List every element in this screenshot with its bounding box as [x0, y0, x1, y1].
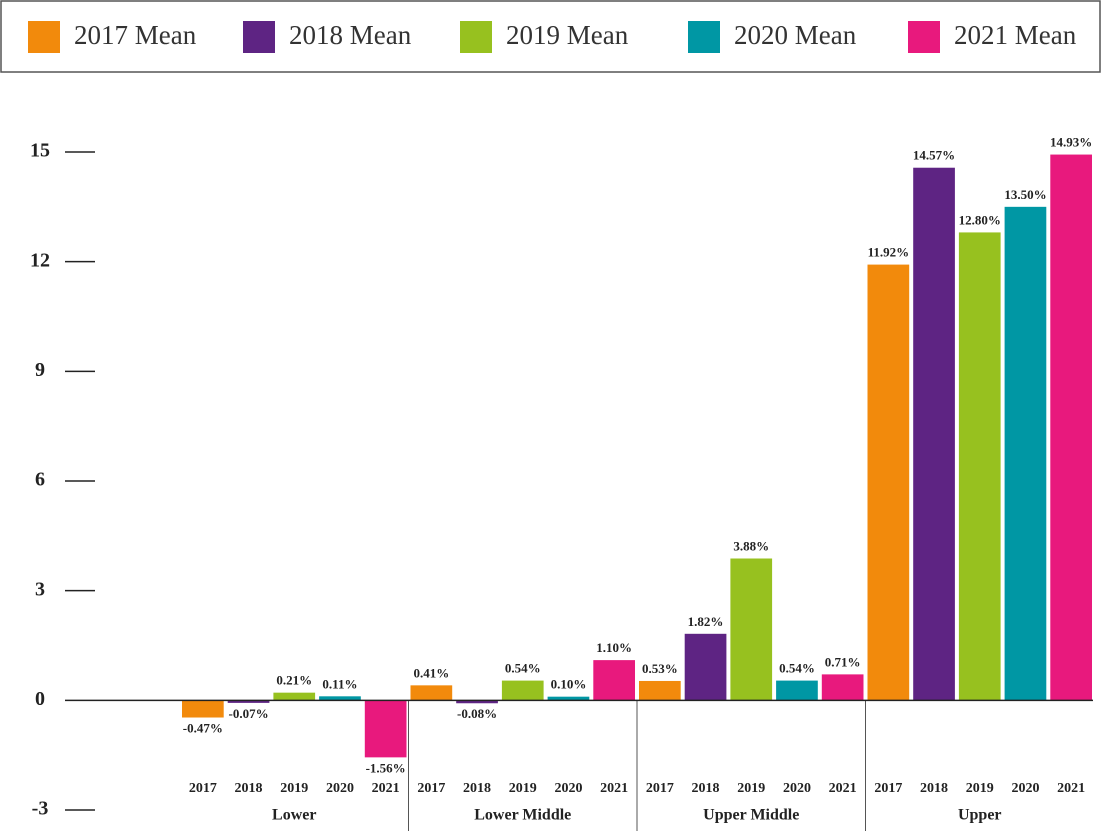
value-label: -0.07% [229, 706, 269, 721]
bar [319, 696, 361, 701]
x-tick-label: Lower [272, 807, 316, 824]
sub-label: 2020 [554, 781, 582, 796]
value-label: 14.57% [913, 148, 955, 163]
value-label: -1.56% [366, 760, 406, 775]
bar [958, 232, 1001, 701]
sub-label: 2020 [783, 781, 811, 796]
sub-label: 2019 [509, 781, 537, 796]
legend-label: 2019 Mean [506, 20, 629, 50]
value-label: 11.92% [868, 245, 910, 260]
bar [547, 696, 590, 701]
value-label: 12.80% [959, 212, 1001, 227]
legend-swatch [28, 21, 60, 53]
sub-label: 2017 [874, 781, 902, 796]
legend-label: 2018 Mean [289, 20, 412, 50]
sub-label: 2021 [1057, 781, 1085, 796]
legend-swatch [243, 21, 275, 53]
value-label: 0.54% [779, 661, 815, 676]
bar [730, 558, 773, 701]
bar [273, 692, 316, 701]
sub-label: 2018 [920, 781, 948, 796]
sub-label: 2018 [235, 781, 263, 796]
bar [821, 674, 864, 701]
value-label: -0.08% [457, 706, 497, 721]
bar [1004, 206, 1047, 701]
y-tick-label: 0 [35, 688, 45, 710]
bar [593, 660, 635, 701]
legend-label: 2021 Mean [954, 20, 1077, 50]
x-tick-label: Upper Middle [703, 807, 799, 824]
x-tick-label: Lower Middle [474, 807, 571, 824]
bar [867, 264, 910, 701]
sub-label: 2019 [737, 781, 765, 796]
value-label: 0.41% [413, 665, 449, 680]
bar [776, 680, 818, 701]
sub-label: 2021 [829, 781, 857, 796]
value-label: 0.71% [825, 654, 861, 669]
legend-label: 2017 Mean [74, 20, 197, 50]
bar [227, 700, 270, 703]
sub-label: 2018 [463, 781, 491, 796]
sub-label: 2018 [692, 781, 720, 796]
value-label: 0.53% [642, 661, 678, 676]
sub-label: 2020 [1011, 781, 1039, 796]
y-tick-label: 9 [35, 359, 45, 381]
bar [639, 680, 681, 701]
y-tick-label: -3 [32, 798, 49, 820]
sub-label: 2019 [966, 781, 994, 796]
x-tick-label: Upper [958, 807, 1002, 824]
legend-label: 2020 Mean [734, 20, 857, 50]
sub-label: 2017 [417, 781, 445, 796]
value-label: 1.10% [596, 640, 632, 655]
bar [456, 700, 498, 704]
value-label: -0.47% [183, 720, 223, 735]
bar [364, 700, 407, 758]
sub-label: 2020 [326, 781, 354, 796]
sub-label: 2021 [372, 781, 400, 796]
bar [684, 633, 727, 701]
sub-label: 2019 [280, 781, 308, 796]
value-label: 3.88% [733, 538, 769, 553]
y-tick-label: 3 [35, 578, 45, 600]
value-label: 13.50% [1004, 187, 1046, 202]
sub-label: 2017 [189, 781, 217, 796]
y-tick-label: 12 [30, 249, 50, 271]
value-label: 0.11% [322, 676, 357, 691]
bar [913, 167, 955, 701]
y-tick-label: 6 [35, 469, 45, 491]
value-label: 1.82% [688, 614, 724, 629]
legend-swatch [688, 21, 720, 53]
y-tick-label: 15 [30, 140, 50, 162]
sub-label: 2017 [646, 781, 674, 796]
value-label: 0.54% [505, 661, 541, 676]
bar [182, 700, 224, 718]
value-label: 0.10% [551, 677, 587, 692]
value-label: 0.21% [276, 673, 312, 688]
bar [501, 680, 544, 701]
legend-swatch [908, 21, 940, 53]
sub-label: 2021 [600, 781, 628, 796]
legend-swatch [460, 21, 492, 53]
value-label: 14.93% [1050, 135, 1092, 150]
bar [410, 685, 453, 701]
bar [1050, 154, 1092, 701]
